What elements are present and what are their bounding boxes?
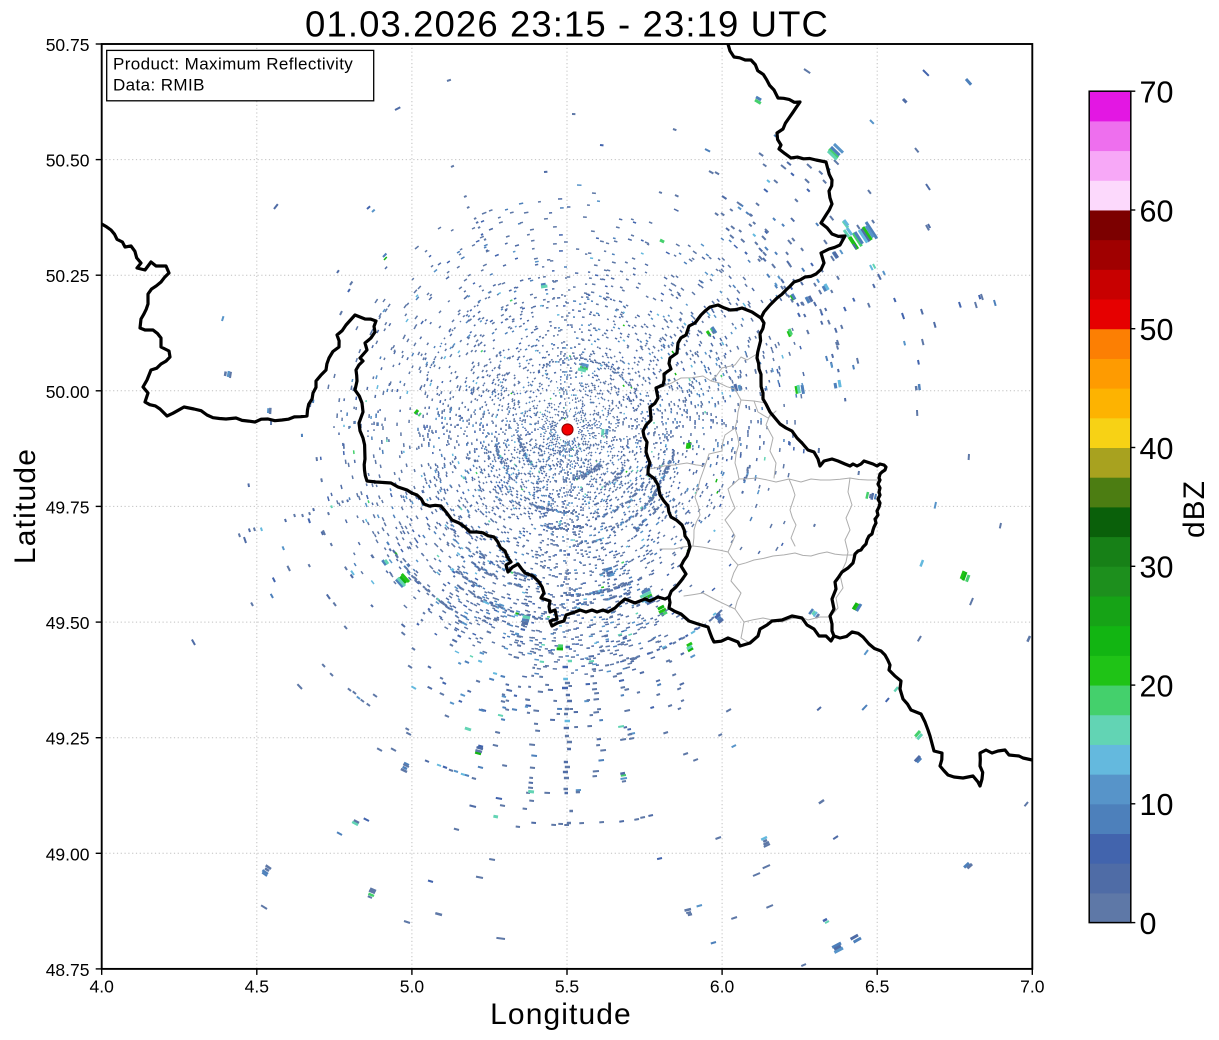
svg-text:0: 0 — [1140, 907, 1157, 941]
svg-text:4.0: 4.0 — [90, 977, 115, 997]
svg-text:6.5: 6.5 — [865, 977, 889, 997]
svg-text:4.5: 4.5 — [245, 977, 269, 997]
svg-text:49.75: 49.75 — [46, 498, 90, 518]
svg-text:Data: RMIB: Data: RMIB — [113, 76, 205, 95]
svg-text:6.0: 6.0 — [710, 977, 735, 997]
svg-text:40: 40 — [1140, 432, 1174, 466]
svg-text:20: 20 — [1140, 669, 1174, 703]
svg-text:5.0: 5.0 — [400, 977, 425, 997]
svg-text:70: 70 — [1140, 76, 1174, 110]
svg-text:49.50: 49.50 — [46, 613, 90, 633]
svg-text:50.25: 50.25 — [46, 266, 90, 286]
svg-text:7.0: 7.0 — [1020, 977, 1045, 997]
svg-text:50.50: 50.50 — [46, 151, 90, 171]
svg-text:10: 10 — [1140, 788, 1174, 822]
svg-text:Product: Maximum Reflectivity: Product: Maximum Reflectivity — [113, 55, 353, 74]
svg-text:49.25: 49.25 — [46, 729, 90, 749]
svg-text:60: 60 — [1140, 194, 1174, 228]
svg-text:48.75: 48.75 — [46, 960, 90, 980]
svg-text:Latitude: Latitude — [9, 448, 42, 564]
svg-text:50.00: 50.00 — [46, 382, 90, 402]
svg-text:Longitude: Longitude — [490, 998, 632, 1031]
svg-text:49.00: 49.00 — [46, 844, 90, 864]
svg-text:30: 30 — [1140, 551, 1174, 585]
svg-text:01.03.2026 23:15 - 23:19 UTC: 01.03.2026 23:15 - 23:19 UTC — [305, 4, 829, 45]
svg-text:50.75: 50.75 — [46, 35, 90, 55]
svg-text:5.5: 5.5 — [555, 977, 579, 997]
svg-text:dBZ: dBZ — [1178, 480, 1211, 538]
svg-text:50: 50 — [1140, 313, 1174, 347]
